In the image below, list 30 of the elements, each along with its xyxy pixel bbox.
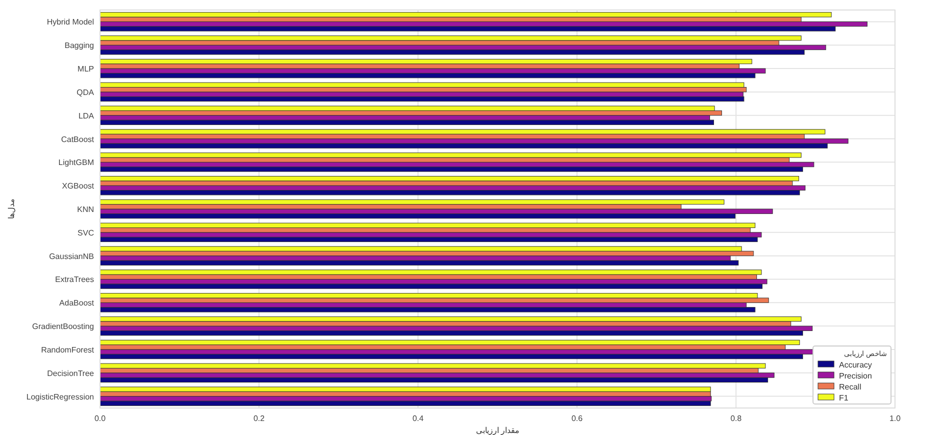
y-tick-label: GradientBoosting (32, 322, 94, 332)
x-tick-label: 0.6 (571, 414, 584, 423)
x-tick-label: 1.0 (889, 414, 902, 423)
x-tick-label: 0.0 (94, 414, 106, 423)
y-tick-label: GaussianNB (49, 252, 94, 261)
y-tick-label: ExtraTrees (55, 275, 94, 284)
y-tick-label: Hybrid Model (46, 18, 94, 27)
legend-label: Precision (839, 372, 872, 380)
legend-label: F1 (839, 394, 849, 402)
x-tick-label: 0.8 (730, 414, 742, 423)
x-tick-label: 0.4 (412, 414, 424, 423)
legend-label: Accuracy (839, 360, 872, 370)
bar (100, 307, 756, 312)
y-tick-label: MLP (78, 64, 94, 74)
y-tick-label: XGBoost (62, 182, 95, 191)
y-tick-label: QDA (76, 88, 95, 97)
y-tick-label: LightGBM (58, 158, 94, 168)
y-tick-label: LogisticRegression (26, 392, 94, 402)
y-tick-label: AdaBoost (59, 298, 95, 308)
x-axis-title: مقدار ارزیابی (476, 426, 520, 435)
y-tick-label: SVC (78, 228, 94, 238)
y-tick-label: LDA (78, 111, 95, 120)
y-tick-label: DecisionTree (47, 368, 95, 378)
x-tick-label: 0.2 (253, 414, 266, 423)
y-tick-label: KNN (77, 205, 94, 214)
y-tick-label: RandomForest (41, 345, 95, 354)
y-axis-title: مدل‌ها (7, 199, 16, 219)
y-tick-label: Bagging (64, 41, 94, 50)
y-tick-label: CatBoost (61, 134, 95, 144)
legend-label: Recall (839, 382, 862, 392)
